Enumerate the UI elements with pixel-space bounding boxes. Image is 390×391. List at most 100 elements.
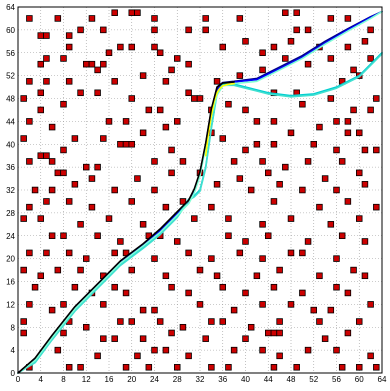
- obstacle-cell: [356, 129, 363, 137]
- obstacle-cell: [139, 72, 147, 79]
- obstacle-cell: [276, 352, 283, 360]
- obstacle-cell: [276, 266, 283, 274]
- obstacle-cell: [213, 181, 221, 188]
- obstacle-cell: [327, 221, 335, 228]
- obstacle-cell: [259, 49, 266, 57]
- obstacle-cell: [60, 55, 67, 62]
- obstacle-cell: [151, 43, 158, 51]
- obstacle-cell: [43, 198, 50, 205]
- obstacle-cell: [162, 78, 170, 85]
- obstacle-cell: [373, 203, 380, 211]
- obstacle-cell: [304, 158, 312, 165]
- obstacle-cell: [333, 186, 340, 194]
- obstacle-cell: [299, 186, 306, 194]
- obstacle-cell: [128, 198, 135, 205]
- obstacle-cell: [43, 55, 50, 62]
- obstacle-cell: [293, 26, 300, 34]
- obstacle-cell: [299, 289, 306, 297]
- obstacle-cell: [367, 26, 374, 34]
- obstacle-cell: [213, 272, 221, 280]
- obstacle-cell: [333, 283, 340, 291]
- obstacle-cell: [168, 329, 175, 337]
- obstacle-cell: [356, 215, 363, 222]
- obstacle-cell: [77, 364, 84, 371]
- obstacle-cell: [344, 43, 352, 51]
- obstacle-cell: [310, 306, 317, 314]
- obstacle-cell: [139, 221, 147, 228]
- trajectory-line: [17, 10, 383, 374]
- obstacle-cell: [20, 95, 27, 102]
- obstacle-cell: [65, 198, 73, 205]
- obstacle-cell: [128, 140, 135, 148]
- obstacle-cell: [236, 15, 244, 22]
- obstacle-cell: [168, 283, 175, 291]
- obstacle-cell: [361, 181, 369, 188]
- obstacle-cell: [139, 129, 147, 137]
- obstacle-cell: [185, 26, 192, 34]
- obstacle-cell: [259, 301, 266, 308]
- obstacle-cell: [48, 306, 56, 314]
- obstacle-cell: [316, 123, 323, 131]
- axes-frame: [17, 6, 383, 374]
- obstacle-cell: [356, 318, 363, 325]
- obstacle-cell: [151, 26, 158, 34]
- obstacle-cell: [151, 158, 158, 165]
- obstacle-cell: [361, 38, 369, 45]
- obstacle-cell: [276, 318, 283, 325]
- obstacle-cell: [65, 78, 73, 85]
- obstacle-cell: [321, 175, 329, 182]
- obstacle-cell: [219, 283, 226, 291]
- obstacle-cell: [71, 181, 79, 188]
- y-tick-label: 4: [11, 346, 16, 355]
- y-tick-label: 8: [11, 323, 16, 332]
- obstacle-cell: [282, 163, 289, 171]
- obstacle-cell: [185, 289, 192, 297]
- x-tick-label: 36: [218, 375, 227, 384]
- obstacle-cell: [122, 364, 130, 371]
- obstacle-cell: [185, 89, 192, 97]
- x-tick-label: 16: [105, 375, 114, 384]
- obstacle-cell: [179, 158, 187, 165]
- obstacle-cell: [270, 198, 278, 205]
- x-axis-ticks: 0 4 8 12 16 20 24 28 32 36 40 44 48 52 56 60 64: [16, 375, 387, 384]
- x-tick-label: 32: [196, 375, 205, 384]
- obstacle-cell: [344, 118, 352, 125]
- obstacle-cell: [367, 55, 374, 62]
- obstacle-cell: [373, 146, 380, 154]
- obstacle-cell: [185, 60, 192, 68]
- obstacle-cell: [270, 118, 278, 125]
- y-tick-label: 28: [6, 209, 15, 218]
- obstacle-cell: [168, 146, 175, 154]
- obstacle-cell: [128, 9, 135, 16]
- obstacle-cell: [304, 346, 312, 354]
- obstacle-cell: [327, 306, 335, 314]
- obstacle-cell: [208, 203, 215, 211]
- obstacle-cell: [242, 146, 249, 154]
- obstacle-cell: [202, 15, 209, 22]
- obstacle-cell: [174, 55, 181, 62]
- obstacle-cell: [344, 15, 352, 22]
- obstacle-cell: [236, 249, 244, 257]
- obstacle-cell: [48, 158, 56, 165]
- obstacle-cell: [43, 32, 50, 39]
- obstacle-cell: [174, 238, 181, 245]
- obstacle-cell: [304, 60, 312, 68]
- obstacle-cell: [338, 232, 346, 240]
- obstacle-cell: [122, 289, 130, 297]
- obstacle-cell: [111, 335, 118, 342]
- obstacle-cell: [202, 335, 209, 342]
- obstacle-cell: [88, 15, 96, 22]
- x-tick-label: 24: [150, 375, 159, 384]
- obstacle-cell: [54, 266, 62, 274]
- obstacle-cell: [174, 118, 181, 125]
- obstacle-cell: [139, 306, 147, 314]
- obstacle-cell: [276, 329, 283, 337]
- obstacle-cell: [20, 318, 27, 325]
- obstacle-cell: [208, 318, 215, 325]
- obstacle-cell: [105, 118, 113, 125]
- obstacle-cell: [373, 364, 380, 371]
- obstacle-cell: [128, 43, 135, 51]
- y-tick-label: 16: [6, 278, 15, 287]
- obstacle-cell: [168, 66, 175, 74]
- obstacle-cell: [270, 364, 278, 371]
